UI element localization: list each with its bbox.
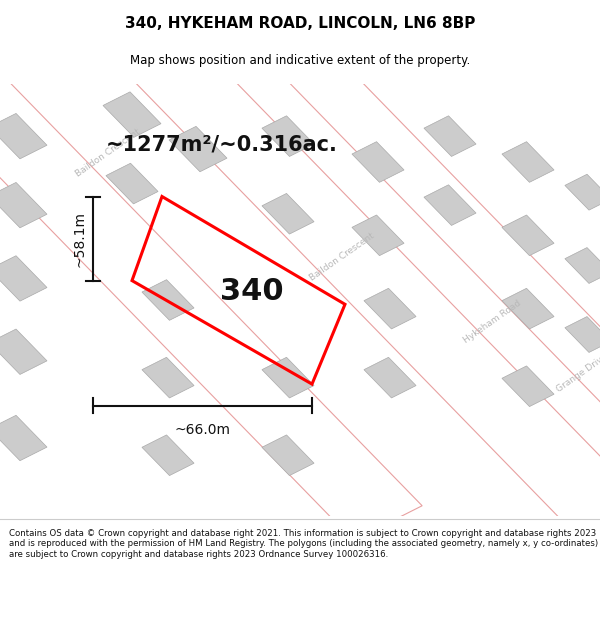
Polygon shape bbox=[502, 366, 554, 407]
Text: Grange Drive: Grange Drive bbox=[554, 352, 600, 394]
Polygon shape bbox=[565, 174, 600, 210]
Polygon shape bbox=[0, 415, 47, 461]
Polygon shape bbox=[142, 435, 194, 476]
Polygon shape bbox=[424, 185, 476, 226]
Polygon shape bbox=[0, 256, 47, 301]
Text: Map shows position and indicative extent of the property.: Map shows position and indicative extent… bbox=[130, 54, 470, 68]
Polygon shape bbox=[364, 288, 416, 329]
Text: 340, HYKEHAM ROAD, LINCOLN, LN6 8BP: 340, HYKEHAM ROAD, LINCOLN, LN6 8BP bbox=[125, 16, 475, 31]
Polygon shape bbox=[262, 435, 314, 476]
Polygon shape bbox=[424, 116, 476, 156]
Polygon shape bbox=[565, 248, 600, 283]
Polygon shape bbox=[262, 193, 314, 234]
Text: Baildon Crescent: Baildon Crescent bbox=[74, 127, 142, 179]
Text: ~58.1m: ~58.1m bbox=[73, 211, 87, 266]
Text: ~1277m²/~0.316ac.: ~1277m²/~0.316ac. bbox=[106, 135, 338, 155]
Polygon shape bbox=[0, 182, 47, 228]
Polygon shape bbox=[502, 288, 554, 329]
Polygon shape bbox=[565, 317, 600, 352]
Polygon shape bbox=[0, 113, 47, 159]
Text: Contains OS data © Crown copyright and database right 2021. This information is : Contains OS data © Crown copyright and d… bbox=[9, 529, 598, 559]
Polygon shape bbox=[142, 279, 194, 321]
Text: Hykeham Road: Hykeham Road bbox=[461, 298, 523, 345]
Polygon shape bbox=[502, 142, 554, 182]
Polygon shape bbox=[169, 126, 227, 172]
Polygon shape bbox=[364, 357, 416, 398]
Polygon shape bbox=[352, 215, 404, 256]
Polygon shape bbox=[352, 142, 404, 182]
Polygon shape bbox=[262, 116, 314, 156]
Text: ~66.0m: ~66.0m bbox=[175, 423, 230, 437]
Polygon shape bbox=[103, 92, 161, 138]
Polygon shape bbox=[262, 357, 314, 398]
Polygon shape bbox=[0, 329, 47, 374]
Polygon shape bbox=[153, 0, 600, 625]
Polygon shape bbox=[142, 357, 194, 398]
Polygon shape bbox=[254, 21, 600, 625]
Polygon shape bbox=[4, 0, 600, 584]
Text: 340: 340 bbox=[220, 277, 284, 306]
Polygon shape bbox=[106, 163, 158, 204]
Text: Baildon Crescent: Baildon Crescent bbox=[308, 231, 376, 282]
Polygon shape bbox=[0, 0, 422, 541]
Polygon shape bbox=[502, 215, 554, 256]
